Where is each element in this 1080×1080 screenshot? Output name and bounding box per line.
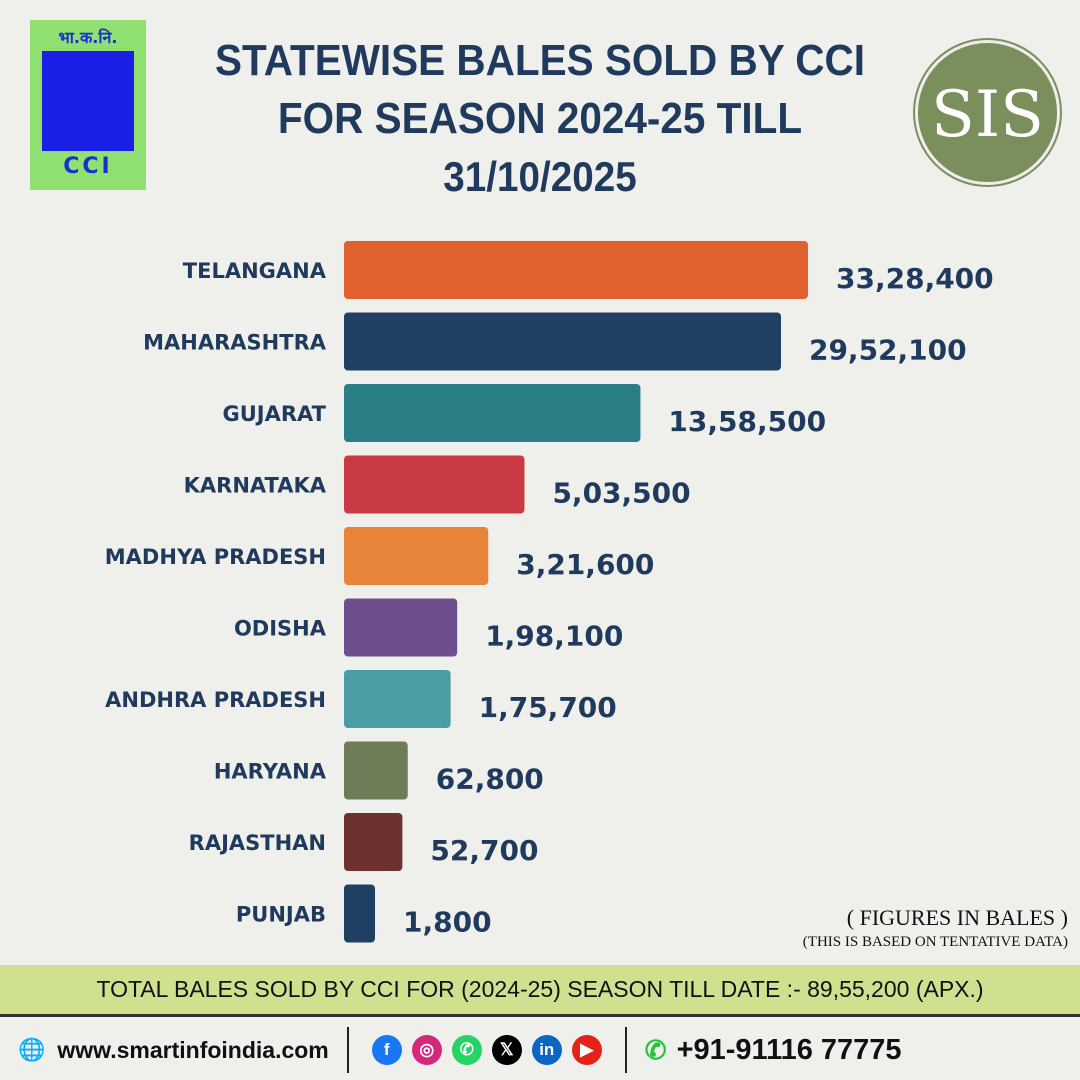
sis-logo-text: SIS xyxy=(931,78,1044,152)
data-label: 3,21,600 xyxy=(516,548,654,581)
data-label: 1,75,700 xyxy=(479,691,617,724)
data-label: 62,800 xyxy=(436,763,544,796)
category-label: PUNJAB xyxy=(236,903,326,927)
category-label: MADHYA PRADESH xyxy=(105,545,326,569)
category-label: KARNATAKA xyxy=(184,474,327,498)
bar-telangana xyxy=(344,241,808,299)
cci-logo: भा.क.नि. CCI xyxy=(30,20,146,190)
globe-icon: 🌐 xyxy=(18,1037,46,1062)
bar-gujarat xyxy=(344,384,641,442)
category-label: MAHARASHTRA xyxy=(143,331,327,355)
data-label: 33,28,400 xyxy=(836,262,994,295)
cci-logo-hindi: भा.क.नि. xyxy=(58,28,118,47)
data-label: 1,98,100 xyxy=(485,620,623,653)
title-text: STATEWISE BALES SOLD BY CCI FOR SEASON 2… xyxy=(215,36,865,143)
data-label: 1,800 xyxy=(403,906,492,939)
category-label: ODISHA xyxy=(234,617,327,641)
data-label: 29,52,100 xyxy=(809,334,967,367)
bar-madhya-pradesh xyxy=(344,527,489,585)
units-note: ( FIGURES IN BALES ) xyxy=(846,905,1068,930)
category-label: ANDHRA PRADESH xyxy=(105,688,326,712)
sis-logo: SIS xyxy=(915,40,1060,185)
x-icon[interactable]: 𝕏 xyxy=(491,1035,522,1065)
cotton-plant-icon xyxy=(42,51,134,151)
phone-icon: ✆ xyxy=(644,1034,667,1065)
category-label: GUJARAT xyxy=(223,402,327,426)
instagram-icon[interactable]: ◎ xyxy=(411,1035,442,1065)
bar-odisha xyxy=(344,598,458,657)
whatsapp-icon[interactable]: ✆ xyxy=(451,1035,482,1065)
youtube-icon[interactable]: ▶ xyxy=(571,1035,602,1065)
total-banner: TOTAL BALES SOLD BY CCI FOR (2024-25) SE… xyxy=(0,965,1080,1017)
category-label: HARYANA xyxy=(214,760,327,784)
total-text: TOTAL BALES SOLD BY CCI FOR (2024-25) SE… xyxy=(96,976,984,1002)
data-label: 13,58,500 xyxy=(668,405,826,438)
bar-andhra-pradesh xyxy=(344,670,451,728)
tentative-note: (THIS IS BASED ON TENTATIVE DATA) xyxy=(802,934,1068,950)
divider xyxy=(624,1027,627,1073)
chart-title: STATEWISE BALES SOLD BY CCI FOR SEASON 2… xyxy=(181,32,899,206)
bar-punjab xyxy=(344,884,375,943)
phone-number[interactable]: +91-91116 77775 xyxy=(676,1033,902,1066)
bar-rajasthan xyxy=(344,813,403,871)
facebook-icon[interactable]: f xyxy=(371,1035,402,1065)
chart-date: 31/10/2025 xyxy=(443,153,637,200)
bar-karnataka xyxy=(344,455,525,514)
category-label: RAJASTHAN xyxy=(189,831,326,855)
data-label: 52,700 xyxy=(430,834,538,867)
website-link[interactable]: www.smartinfoindia.com xyxy=(57,1036,329,1063)
cci-logo-text: CCI xyxy=(63,154,113,179)
bar-chart: TELANGANA 33,28,400 MAHARASHTRA 29,52,100 GU… xyxy=(105,241,994,943)
data-label: 5,03,500 xyxy=(552,477,690,510)
divider xyxy=(346,1027,349,1073)
category-label: TELANGANA xyxy=(183,259,327,283)
bar-haryana xyxy=(344,741,408,800)
bar-maharashtra xyxy=(344,312,781,371)
linkedin-icon[interactable]: in xyxy=(531,1035,562,1065)
